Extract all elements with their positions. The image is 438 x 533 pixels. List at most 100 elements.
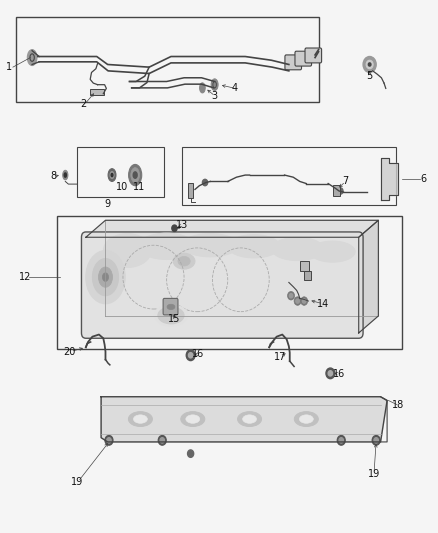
Text: 9: 9 [105,199,111,209]
Text: 10: 10 [116,182,128,192]
Ellipse shape [129,165,142,185]
Circle shape [186,350,195,361]
Ellipse shape [128,411,152,426]
Polygon shape [381,158,398,200]
Ellipse shape [200,83,205,93]
FancyBboxPatch shape [295,51,311,66]
Ellipse shape [310,241,355,262]
Ellipse shape [133,172,137,178]
Ellipse shape [138,233,195,260]
Circle shape [160,438,164,443]
Ellipse shape [366,60,373,69]
Text: 13: 13 [176,220,188,230]
Ellipse shape [294,411,318,426]
Ellipse shape [86,251,125,304]
Ellipse shape [64,173,67,177]
FancyBboxPatch shape [305,48,321,63]
Ellipse shape [173,253,195,269]
Circle shape [105,435,113,445]
Ellipse shape [243,415,257,423]
Bar [304,271,311,280]
Ellipse shape [134,415,148,423]
Text: 17: 17 [274,352,286,362]
Ellipse shape [155,305,187,326]
Circle shape [328,370,332,376]
Ellipse shape [103,233,151,268]
Circle shape [337,435,345,445]
Bar [188,182,193,198]
Ellipse shape [186,415,200,423]
Ellipse shape [211,79,218,91]
Text: 8: 8 [50,171,56,181]
Circle shape [326,368,335,378]
Ellipse shape [178,256,190,266]
Ellipse shape [99,267,113,287]
Circle shape [289,294,293,298]
Text: 7: 7 [343,176,349,187]
Circle shape [372,435,380,445]
Circle shape [296,299,299,303]
Circle shape [294,297,301,305]
Text: 12: 12 [18,272,31,282]
FancyBboxPatch shape [285,55,301,70]
Bar [182,147,396,205]
Circle shape [302,299,306,303]
Ellipse shape [182,233,239,257]
Circle shape [339,438,343,443]
Ellipse shape [158,307,184,324]
Bar [57,216,403,349]
Text: 2: 2 [81,99,87,109]
Bar [90,89,104,95]
Bar [300,261,309,271]
Text: 6: 6 [420,174,427,184]
Ellipse shape [363,56,376,72]
Text: 19: 19 [368,469,380,479]
Text: 4: 4 [231,83,237,93]
Ellipse shape [181,411,205,426]
Ellipse shape [92,259,119,296]
Circle shape [187,450,194,457]
Ellipse shape [111,173,113,176]
Circle shape [188,353,193,358]
Ellipse shape [102,273,109,281]
Polygon shape [101,397,387,442]
Text: 16: 16 [333,369,345,379]
Polygon shape [106,220,378,316]
Ellipse shape [272,237,324,261]
Ellipse shape [108,168,116,181]
Text: 20: 20 [64,346,76,357]
Polygon shape [86,220,378,237]
Ellipse shape [368,63,371,66]
Ellipse shape [299,415,313,423]
Text: 1: 1 [6,62,12,72]
Text: 18: 18 [392,400,404,410]
Ellipse shape [131,167,140,182]
Text: 5: 5 [367,71,373,81]
FancyBboxPatch shape [81,232,363,338]
Bar [16,17,319,102]
Text: 16: 16 [192,349,204,359]
Circle shape [338,188,343,194]
Polygon shape [359,220,378,333]
Bar [77,147,164,197]
Circle shape [202,179,208,185]
Ellipse shape [63,170,68,180]
Ellipse shape [237,411,261,426]
Circle shape [288,292,294,300]
Ellipse shape [228,235,280,258]
Text: 19: 19 [71,477,83,487]
Bar [333,185,340,196]
Ellipse shape [110,171,114,179]
Circle shape [107,438,111,443]
Text: 15: 15 [168,313,180,324]
Ellipse shape [167,304,175,310]
Circle shape [158,435,166,445]
Circle shape [172,225,177,231]
Text: 11: 11 [134,182,146,192]
Text: 14: 14 [317,298,329,309]
FancyBboxPatch shape [163,298,178,315]
Circle shape [374,438,378,443]
Ellipse shape [27,50,37,66]
Circle shape [300,297,307,305]
Text: 3: 3 [212,91,218,101]
